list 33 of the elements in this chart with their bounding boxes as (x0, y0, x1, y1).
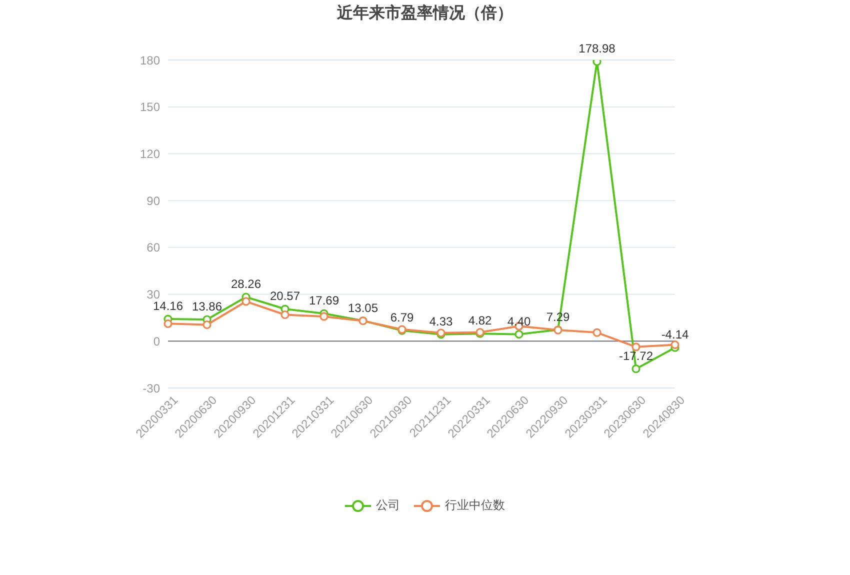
point (592, 328, 602, 337)
point (320, 312, 328, 321)
y-tick-label: 60 (146, 240, 160, 255)
data-label: 6.79 (390, 310, 414, 325)
data-label: 20.57 (270, 289, 300, 304)
data-label: 13.05 (348, 300, 378, 315)
y-tick-label: 120 (140, 146, 160, 161)
data-label: 17.69 (308, 294, 340, 308)
point (202, 320, 212, 330)
data-label: 13.86 (192, 299, 222, 314)
data-label: -4.14 (661, 328, 689, 342)
y-tick-label: 150 (140, 100, 160, 114)
point (242, 297, 250, 306)
y-tick-label: 90 (146, 194, 160, 208)
chart-title: 近年来市盈率情况（倍） (336, 3, 514, 24)
data-label: 4.33 (429, 314, 453, 328)
legend-label: 公司 (376, 497, 400, 514)
data-label: 178.98 (578, 42, 616, 56)
legend-label: 行业中位数 (445, 497, 505, 514)
point (514, 330, 524, 339)
point (164, 319, 172, 328)
data-label: 14.16 (152, 299, 184, 314)
data-label: 4.40 (507, 314, 531, 328)
data-label: 28.26 (230, 277, 262, 292)
point (632, 364, 640, 374)
data-label: 4.82 (468, 314, 492, 328)
y-tick-label: 0 (153, 334, 160, 348)
y-tick-label: 180 (140, 53, 160, 68)
point (632, 342, 640, 352)
point (280, 310, 290, 320)
point (670, 340, 680, 350)
y-tick-label: 30 (146, 288, 160, 302)
y-tick-label: -30 (142, 381, 160, 396)
